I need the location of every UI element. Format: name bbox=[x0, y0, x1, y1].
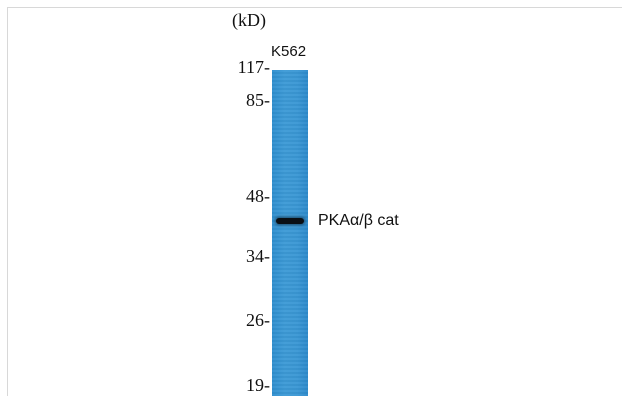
band-label: PKAα/β cat bbox=[318, 212, 399, 229]
blot-lane bbox=[272, 70, 308, 396]
protein-band bbox=[276, 218, 304, 224]
frame-border-top bbox=[8, 7, 622, 8]
marker-26: 26- bbox=[246, 310, 270, 330]
marker-117: 117- bbox=[237, 57, 270, 77]
unit-label: (kD) bbox=[232, 10, 266, 30]
marker-19: 19- bbox=[246, 375, 270, 395]
lane-texture bbox=[272, 70, 308, 396]
marker-85: 85- bbox=[246, 90, 270, 110]
marker-48: 48- bbox=[246, 186, 270, 206]
lane-label: K562 bbox=[271, 43, 307, 60]
marker-34: 34- bbox=[246, 246, 270, 266]
frame-border-left bbox=[7, 7, 8, 396]
